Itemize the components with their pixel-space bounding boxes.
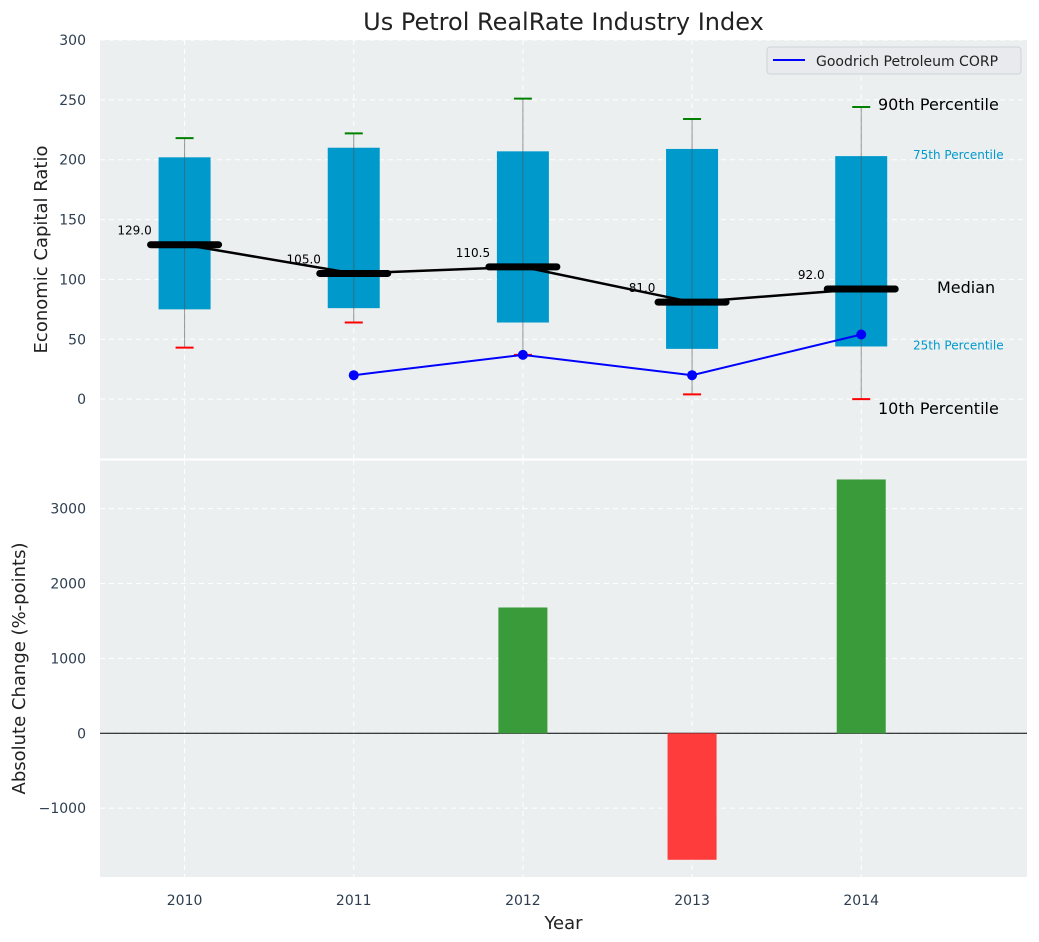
company-point [687, 370, 698, 381]
x-tick-label: 2014 [843, 893, 879, 909]
annotation-p75: 75th Percentile [913, 148, 1004, 162]
company-line [353, 333, 862, 377]
y-tick-label: 50 [68, 332, 86, 348]
annotation-median: Median [937, 278, 995, 297]
y-tick-label: 0 [77, 726, 86, 742]
bottom-plot-area [100, 460, 1027, 877]
annotation-p90: 90th Percentile [878, 95, 999, 114]
median-label: 110.5 [456, 246, 490, 260]
y-tick-label: 100 [59, 272, 86, 288]
company-point [517, 349, 528, 360]
y-tick-label: 1000 [50, 651, 86, 667]
x-axis-label: Year [543, 913, 583, 934]
y-tick-label: 3000 [50, 502, 86, 518]
y-tick-label: −1000 [39, 801, 86, 817]
x-tick-label: 2010 [167, 893, 203, 909]
annotation-p10: 10th Percentile [878, 399, 999, 418]
chart-title: Us Petrol RealRate Industry Index [363, 8, 764, 36]
y-tick-label: 300 [59, 33, 86, 49]
change-bar [836, 479, 886, 734]
y-tick-label: 200 [59, 153, 86, 169]
company-point [856, 329, 867, 340]
x-tick-label: 2013 [674, 893, 710, 909]
legend-box [766, 46, 1022, 75]
change-bar [667, 733, 717, 860]
change-bar [498, 607, 548, 734]
median-label: 81.0 [629, 281, 656, 295]
y-tick-label: 250 [59, 93, 86, 109]
median-label: 105.0 [287, 252, 321, 266]
y-axis-label: Economic Capital Ratio [31, 146, 52, 354]
annotation-p25: 25th Percentile [913, 338, 1004, 352]
y-axis-label: Absolute Change (%-points) [9, 543, 30, 795]
y-tick-label: 150 [59, 213, 86, 229]
y-tick-label: 0 [77, 392, 86, 408]
company-point [348, 370, 359, 381]
y-tick-label: 2000 [50, 577, 86, 593]
legend-label: Goodrich Petroleum CORP [816, 54, 998, 70]
median-label: 129.0 [117, 224, 151, 238]
x-tick-label: 2012 [505, 893, 541, 909]
median-label: 92.0 [798, 268, 825, 282]
x-tick-label: 2011 [336, 893, 372, 909]
